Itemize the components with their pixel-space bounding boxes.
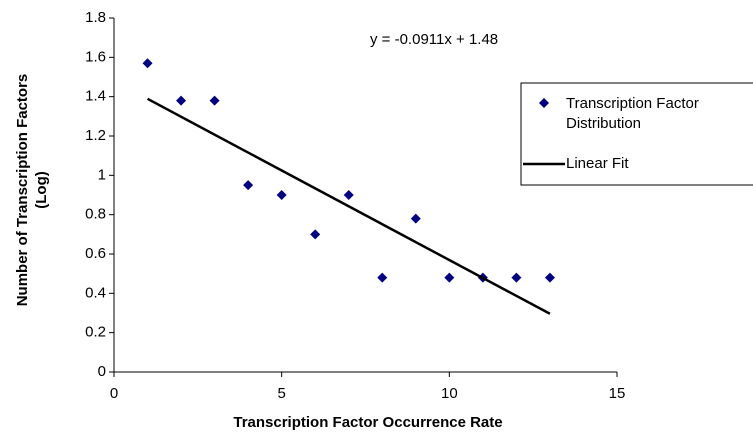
point	[410, 213, 421, 224]
point	[310, 229, 321, 240]
annotation: y = -0.0911x + 1.48	[370, 31, 498, 48]
y-tick-label: 1.6	[85, 48, 106, 65]
point	[209, 95, 220, 106]
fit-line	[146, 97, 551, 315]
y-tick-label: 0.8	[85, 206, 106, 223]
point	[377, 272, 388, 283]
y-tick-label: 1	[98, 166, 106, 183]
y-tick-label: 1.4	[85, 88, 106, 105]
legend-label: Linear Fit	[566, 155, 629, 172]
point	[243, 180, 254, 191]
x-axis-label: Transcription Factor Occurrence Rate	[233, 414, 502, 431]
legend-label: Transcription Factor Distribution	[566, 95, 699, 132]
point	[544, 272, 555, 283]
x-tick-label: 10	[441, 385, 458, 402]
point	[511, 272, 522, 283]
legend-marker	[539, 98, 549, 108]
point	[276, 190, 287, 200]
legend-box	[520, 82, 753, 186]
y-tick-label: 0	[98, 363, 106, 380]
y-tick-label: 0.2	[85, 324, 106, 341]
point	[444, 272, 455, 283]
point	[343, 190, 354, 200]
y-tick-label: 1.2	[85, 127, 106, 144]
y-tick-label: 0.4	[85, 284, 106, 301]
point	[176, 95, 187, 106]
y-tick-label: 1.8	[85, 9, 106, 26]
x-tick-label: 15	[609, 385, 626, 402]
x-tick-label: 0	[110, 385, 118, 402]
point	[142, 58, 153, 69]
x-tick-label: 5	[277, 385, 285, 402]
y-axis-label: Number of Transcription Factors (Log)	[14, 73, 50, 307]
y-tick-label: 0.6	[85, 245, 106, 262]
